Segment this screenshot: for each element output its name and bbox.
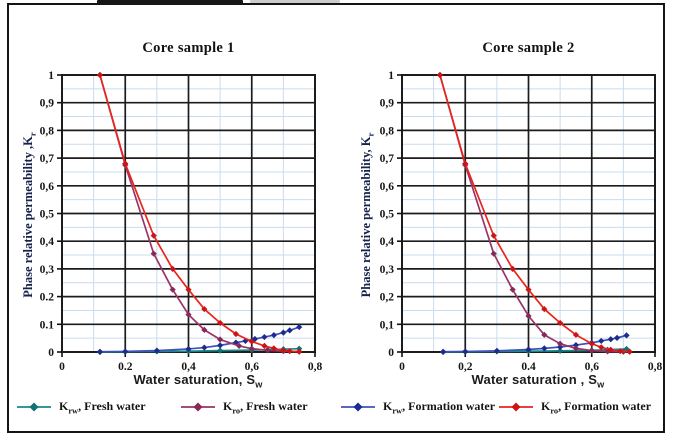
legend-item-krw-fresh-water: Krw, Fresh water xyxy=(16,399,146,416)
svg-text:1: 1 xyxy=(388,70,394,82)
svg-text:0,7: 0,7 xyxy=(40,153,55,165)
legend-marker-krw-formation-water-icon xyxy=(341,402,375,411)
svg-text:0,1: 0,1 xyxy=(380,319,395,331)
svg-text:0,5: 0,5 xyxy=(40,209,55,221)
svg-text:0,8: 0,8 xyxy=(380,125,395,137)
svg-text:0: 0 xyxy=(399,361,405,373)
svg-text:0,4: 0,4 xyxy=(380,236,395,248)
legend-label: Krw, Formation water xyxy=(383,399,496,416)
svg-text:0,3: 0,3 xyxy=(380,264,395,276)
x-axis-label-text-2: Water saturation , S xyxy=(471,372,598,387)
legend-item-kro-formation-water: Kro, Formation water xyxy=(498,399,652,416)
x-axis-label-1: Water saturation, Sw xyxy=(88,372,308,390)
svg-text:0.1: 0.1 xyxy=(40,319,55,331)
legend-marker-kro-formation-water-icon xyxy=(499,402,533,411)
svg-text:0,9: 0,9 xyxy=(40,98,55,110)
legend-label: Krw, Fresh water xyxy=(59,399,146,416)
svg-text:0,4: 0,4 xyxy=(181,361,196,373)
svg-text:0.4: 0.4 xyxy=(521,361,536,373)
svg-text:0,6: 0,6 xyxy=(40,181,55,193)
legend-item-krw-formation-water: Krw, Formation water xyxy=(340,399,496,416)
chart-canvas-core-sample-2: 1 0,9 0,8 0,7 0,6 0,5 0,4 0,3 0,2 0,1 00 0,2 0.4 0,6 0… xyxy=(380,70,663,373)
svg-text:0: 0 xyxy=(388,347,394,359)
y-axis-label-text-2: Phase relative permeability, K xyxy=(359,136,373,298)
svg-text:0,5: 0,5 xyxy=(380,209,395,221)
svg-text:0,6: 0,6 xyxy=(585,361,600,373)
legend-label: Kro, Fresh water xyxy=(223,399,308,416)
svg-text:0,8: 0,8 xyxy=(648,361,663,373)
svg-text:0,8: 0,8 xyxy=(40,125,55,137)
svg-text:0,8: 0,8 xyxy=(308,361,323,373)
tick-labels: 1 0,9 0,8 0,7 0,6 0,5 0,4 0,3 0.2 0.1 00 0.2 0,4 0,6 0… xyxy=(40,70,323,373)
x-axis-label-sub-1: w xyxy=(255,379,263,390)
legend-label: Kro, Formation water xyxy=(541,399,652,416)
series-kro-formation-water xyxy=(96,71,303,355)
svg-text:0.2: 0.2 xyxy=(118,361,133,373)
figure-frame xyxy=(7,3,665,433)
x-axis-label-sub-2: w xyxy=(597,379,605,390)
svg-text:0,6: 0,6 xyxy=(245,361,260,373)
y-axis-label-sub-1: r xyxy=(27,132,38,137)
svg-text:0: 0 xyxy=(48,347,54,359)
y-axis-label-2: Phase relative permeability, Kr xyxy=(359,80,376,350)
chart-title-core-sample-1: Core sample 1 xyxy=(142,40,235,56)
tick-labels: 1 0,9 0,8 0,7 0,6 0,5 0,4 0,3 0,2 0,1 00 0,2 0.4 0,6 0… xyxy=(380,70,663,373)
chart-canvas-core-sample-1: 1 0,9 0,8 0,7 0,6 0,5 0,4 0,3 0.2 0.1 00 0.2 0,4 0,6 0… xyxy=(40,70,323,373)
svg-text:0,4: 0,4 xyxy=(40,236,55,248)
svg-text:0,3: 0,3 xyxy=(40,264,55,276)
axis-ticks xyxy=(397,74,656,357)
x-axis-label-2: Water saturation , Sw xyxy=(428,372,648,390)
major-gridlines xyxy=(62,75,315,352)
y-axis-label-1: Phase relative permeability ,Kr xyxy=(21,80,38,350)
legend-marker-krw-fresh-water-icon xyxy=(17,402,51,411)
y-axis-label-text-1: Phase relative permeability ,K xyxy=(21,136,35,298)
svg-text:1: 1 xyxy=(48,70,54,82)
svg-text:0,2: 0,2 xyxy=(458,361,473,373)
series-krw-formation-water xyxy=(96,323,303,355)
legend-item-kro-fresh-water: Kro, Fresh water xyxy=(180,399,308,416)
x-axis-label-text-1: Water saturation, S xyxy=(133,372,256,387)
scan-artifact-bar xyxy=(97,0,243,5)
chart-title-core-sample-2: Core sample 2 xyxy=(482,40,575,56)
svg-text:0,6: 0,6 xyxy=(380,181,395,193)
svg-text:0,2: 0,2 xyxy=(380,292,395,304)
scan-artifact-faint xyxy=(250,0,340,3)
svg-text:0,9: 0,9 xyxy=(380,98,395,110)
svg-text:0: 0 xyxy=(59,361,65,373)
svg-text:0.2: 0.2 xyxy=(40,292,55,304)
legend-marker-kro-fresh-water-icon xyxy=(181,402,215,411)
svg-text:0,7: 0,7 xyxy=(380,153,395,165)
major-gridlines xyxy=(402,75,655,352)
y-axis-label-sub-2: r xyxy=(365,132,376,137)
